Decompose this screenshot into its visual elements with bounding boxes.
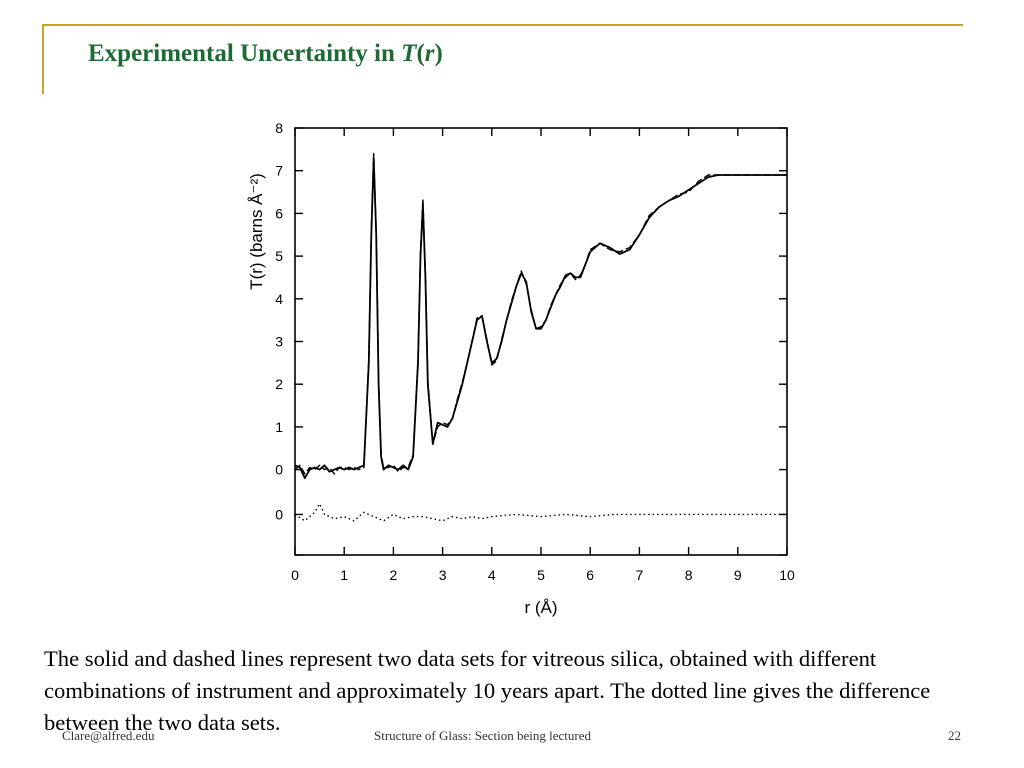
y-tick-label: 2 xyxy=(275,376,283,392)
x-tick-label: 6 xyxy=(586,567,594,583)
x-tick-label: 7 xyxy=(636,567,644,583)
slide-title: Experimental Uncertainty in T(r) xyxy=(88,40,443,68)
series-line-solid xyxy=(294,157,787,479)
y-tick-label: 4 xyxy=(275,291,283,307)
title-paren-close: ) xyxy=(434,40,443,67)
x-axis-label: r (Å) xyxy=(524,598,557,617)
y-tick-label: 8 xyxy=(275,120,283,136)
x-tick-label: 0 xyxy=(291,567,299,583)
x-tick-label: 1 xyxy=(340,567,348,583)
page-number: 22 xyxy=(948,728,961,743)
y-tick-label: 7 xyxy=(275,163,283,179)
y-tick-label: 1 xyxy=(275,419,283,435)
series-line-dotted xyxy=(294,503,787,522)
title-variable: r xyxy=(424,40,435,67)
title-symbol: T xyxy=(401,40,417,67)
series-line-dashed xyxy=(294,152,787,475)
footer-email: Clare@alfred.edu xyxy=(62,728,155,743)
caption-text: The solid and dashed lines represent two… xyxy=(44,646,931,735)
x-tick-label: 3 xyxy=(439,567,447,583)
y-tick-label: 3 xyxy=(275,334,283,350)
y-tick-label: 0 xyxy=(275,462,283,478)
x-tick-label: 5 xyxy=(537,567,545,583)
y-axis-label: T(r) (barns Å⁻²) xyxy=(247,173,266,290)
title-paren-open: ( xyxy=(416,40,425,67)
x-tick-label: 8 xyxy=(685,567,693,583)
x-tick-label: 10 xyxy=(779,567,795,583)
x-tick-label: 2 xyxy=(390,567,398,583)
top-accent-rule xyxy=(43,24,963,26)
footer-course-title: Structure of Glass: Section being lectur… xyxy=(374,728,591,743)
y-tick-label: 5 xyxy=(275,248,283,264)
left-accent-rule xyxy=(42,24,44,94)
y-tick-label: 6 xyxy=(275,205,283,221)
x-tick-label: 4 xyxy=(488,567,496,583)
y-offset-zero-label: 0 xyxy=(275,506,283,522)
x-tick-label: 9 xyxy=(734,567,742,583)
title-text: Experimental Uncertainty in xyxy=(88,40,402,67)
